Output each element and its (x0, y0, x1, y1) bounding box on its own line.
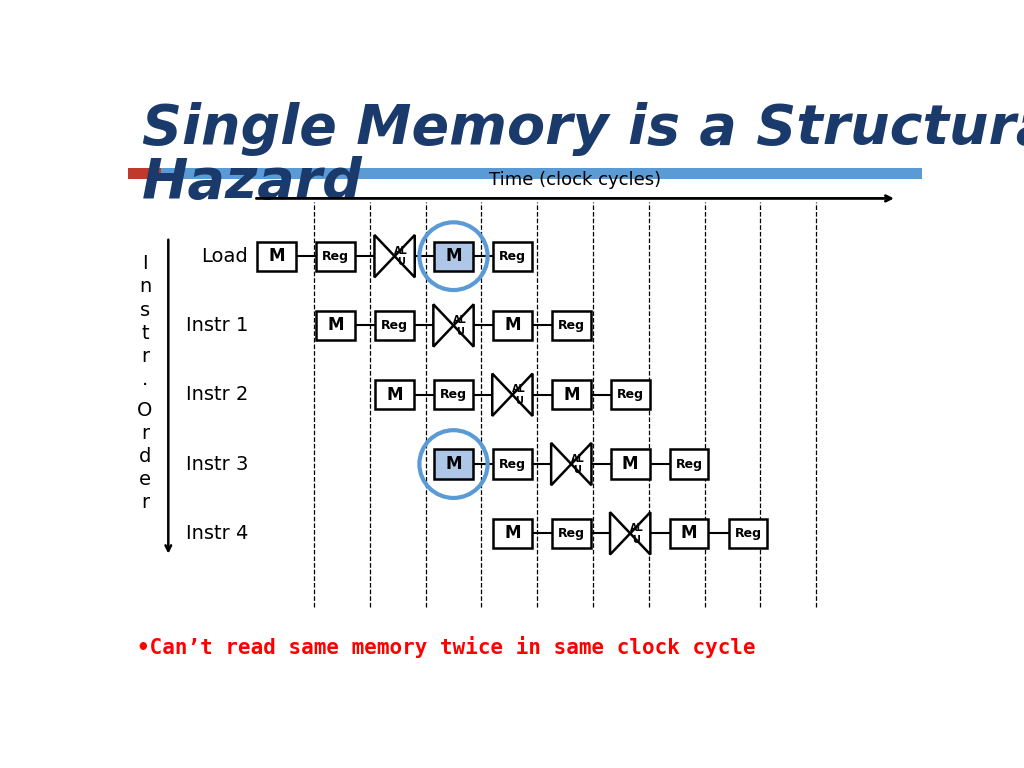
Text: .: . (142, 370, 148, 389)
Text: M: M (386, 386, 402, 404)
Text: M: M (681, 525, 697, 542)
Text: U: U (633, 535, 640, 545)
Text: Reg: Reg (616, 389, 644, 401)
Text: AL: AL (453, 315, 467, 325)
Text: M: M (504, 316, 520, 335)
Text: Reg: Reg (676, 458, 702, 471)
Text: AL: AL (394, 246, 408, 256)
Text: AL: AL (512, 384, 525, 395)
Polygon shape (394, 235, 415, 277)
Bar (316, 311, 355, 340)
Text: Reg: Reg (381, 319, 409, 332)
Text: U: U (573, 465, 582, 475)
Text: M: M (445, 247, 462, 265)
Text: Reg: Reg (558, 527, 585, 540)
Text: Reg: Reg (323, 250, 349, 263)
Text: Instr 4: Instr 4 (185, 524, 248, 543)
Bar (316, 242, 355, 271)
Bar (375, 311, 414, 340)
Bar (434, 242, 473, 271)
Bar (493, 311, 531, 340)
Text: I: I (142, 254, 147, 273)
Text: t: t (141, 323, 148, 343)
Text: r: r (141, 493, 150, 512)
Bar (493, 518, 531, 548)
Polygon shape (433, 304, 454, 346)
Text: Reg: Reg (499, 250, 526, 263)
Bar (670, 449, 709, 478)
Polygon shape (454, 304, 474, 346)
Text: M: M (622, 455, 638, 473)
Text: M: M (563, 386, 580, 404)
Text: n: n (139, 277, 152, 296)
Text: r: r (141, 347, 150, 366)
Polygon shape (375, 235, 394, 277)
Polygon shape (551, 443, 571, 485)
Text: e: e (139, 470, 152, 489)
Text: M: M (445, 455, 462, 473)
Polygon shape (630, 512, 650, 554)
Text: Hazard: Hazard (142, 156, 362, 210)
Bar (434, 380, 473, 409)
Text: M: M (268, 247, 285, 265)
Bar (552, 311, 591, 340)
Bar (375, 380, 414, 409)
Text: U: U (456, 326, 464, 336)
Text: U: U (515, 396, 522, 406)
Text: Single Memory is a Structural: Single Memory is a Structural (142, 102, 1024, 156)
Text: AL: AL (630, 523, 643, 533)
Text: Reg: Reg (734, 527, 762, 540)
Bar (434, 449, 473, 478)
Text: M: M (504, 525, 520, 542)
Bar (670, 518, 709, 548)
Polygon shape (512, 373, 532, 416)
Text: Reg: Reg (499, 458, 526, 471)
Text: M: M (328, 316, 344, 335)
Bar (128, 167, 161, 179)
Bar (611, 449, 649, 478)
Text: Reg: Reg (440, 389, 467, 401)
Bar (611, 380, 649, 409)
Bar (552, 380, 591, 409)
Text: Instr 3: Instr 3 (185, 455, 248, 474)
Text: U: U (397, 257, 404, 267)
Text: •Can’t read same memory twice in same clock cycle: •Can’t read same memory twice in same cl… (137, 636, 756, 657)
Text: Load: Load (202, 247, 248, 266)
Bar (729, 518, 767, 548)
Bar (161, 167, 922, 179)
Text: d: d (139, 447, 152, 466)
Bar (257, 242, 296, 271)
Text: s: s (140, 300, 151, 319)
Bar (493, 242, 531, 271)
Text: O: O (137, 401, 153, 419)
Polygon shape (493, 373, 512, 416)
Text: r: r (141, 424, 150, 443)
Text: Instr 1: Instr 1 (185, 316, 248, 335)
Polygon shape (571, 443, 592, 485)
Text: Instr 2: Instr 2 (185, 386, 248, 404)
Text: AL: AL (570, 454, 585, 464)
Text: Reg: Reg (558, 319, 585, 332)
Bar (493, 449, 531, 478)
Bar (552, 518, 591, 548)
Text: Time (clock cycles): Time (clock cycles) (489, 171, 662, 189)
Polygon shape (610, 512, 630, 554)
